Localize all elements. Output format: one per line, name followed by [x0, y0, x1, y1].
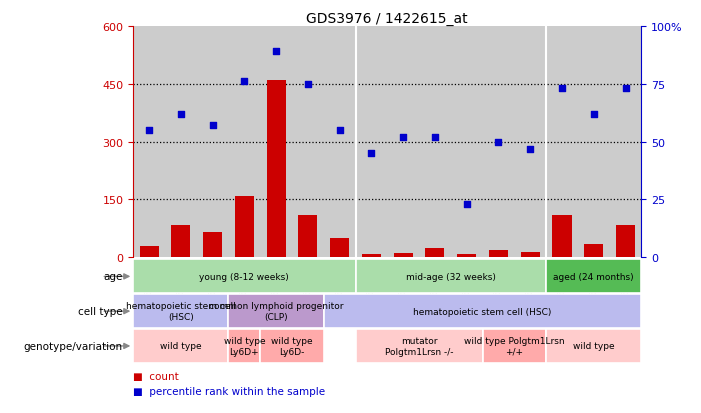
Bar [584, 244, 604, 258]
Point [144, 128, 155, 134]
Point [334, 128, 346, 134]
Bar [266, 81, 286, 258]
Bar [171, 225, 191, 258]
Text: hematopoietic stem cell
(HSC): hematopoietic stem cell (HSC) [126, 302, 236, 321]
Bar [616, 225, 635, 258]
Bar [546, 260, 641, 294]
Point [620, 86, 631, 93]
Point [524, 146, 536, 152]
Bar [139, 246, 158, 258]
Bar [235, 196, 254, 258]
Point [239, 79, 250, 85]
Text: hematopoietic stem cell (HSC): hematopoietic stem cell (HSC) [414, 307, 552, 316]
Bar [426, 248, 444, 258]
Bar [552, 216, 571, 258]
Text: ■  count: ■ count [133, 371, 179, 381]
Bar [229, 294, 324, 328]
Text: age: age [103, 272, 123, 282]
Point [397, 134, 409, 141]
Bar [457, 255, 476, 258]
Text: wild type: wild type [160, 342, 202, 351]
Text: mutator
Polgtm1Lrsn -/-: mutator Polgtm1Lrsn -/- [385, 337, 454, 356]
Bar [133, 260, 355, 294]
Bar [489, 250, 508, 258]
Text: wild type Polgtm1Lrsn
+/+: wild type Polgtm1Lrsn +/+ [464, 337, 565, 356]
Point [207, 123, 218, 129]
Bar [362, 255, 381, 258]
Text: mid-age (32 weeks): mid-age (32 weeks) [406, 272, 496, 281]
Text: wild type: wild type [573, 342, 615, 351]
Point [366, 150, 377, 157]
Point [493, 139, 504, 146]
Bar [546, 329, 641, 363]
Point [588, 111, 599, 118]
Bar [260, 329, 324, 363]
Text: common lymphoid progenitor
(CLP): common lymphoid progenitor (CLP) [209, 302, 343, 321]
Bar [394, 254, 413, 258]
Point [271, 49, 282, 55]
Text: ■  percentile rank within the sample: ■ percentile rank within the sample [133, 386, 325, 396]
Bar [330, 238, 349, 258]
Title: GDS3976 / 1422615_at: GDS3976 / 1422615_at [306, 12, 468, 26]
Bar [203, 233, 222, 258]
Bar [355, 329, 482, 363]
Bar [482, 329, 546, 363]
Text: wild type
Ly6D-: wild type Ly6D- [271, 337, 313, 356]
Bar [355, 260, 546, 294]
Text: cell type: cell type [78, 306, 123, 316]
Bar [324, 294, 641, 328]
Bar [133, 294, 229, 328]
Text: genotype/variation: genotype/variation [24, 341, 123, 351]
Point [175, 111, 186, 118]
Bar [133, 329, 229, 363]
Text: aged (24 months): aged (24 months) [554, 272, 634, 281]
Point [429, 134, 440, 141]
Point [461, 201, 472, 208]
Bar [299, 216, 318, 258]
Text: wild type
Ly6D+: wild type Ly6D+ [224, 337, 265, 356]
Point [557, 86, 568, 93]
Bar [521, 252, 540, 258]
Point [302, 81, 313, 88]
Text: young (8-12 weeks): young (8-12 weeks) [200, 272, 290, 281]
Bar [229, 329, 260, 363]
